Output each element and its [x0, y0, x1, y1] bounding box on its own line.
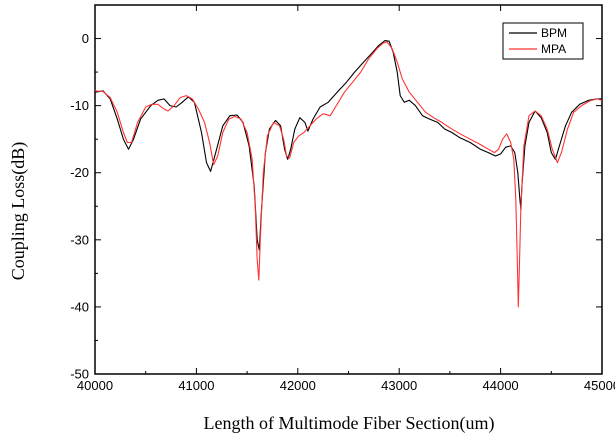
- plot-area: [94, 4, 603, 375]
- y-tick-label: -40: [70, 299, 89, 314]
- y-tick-label: -10: [70, 98, 89, 113]
- x-tick-label: 41000: [178, 378, 214, 393]
- x-tick-label: 42000: [280, 378, 316, 393]
- data-series: [94, 40, 603, 308]
- legend-label-mpa: MPA: [541, 42, 566, 56]
- legend-label-bpm: BPM: [541, 26, 567, 40]
- x-tick-label: 40000: [77, 378, 113, 393]
- x-tick-label: 43000: [381, 378, 417, 393]
- y-tick-label: -30: [70, 232, 89, 247]
- y-tick-label: -50: [70, 367, 89, 382]
- legend: BPM MPA: [502, 22, 584, 60]
- y-tick-label: -20: [70, 165, 89, 180]
- y-axis-title: Coupling Loss(dB): [8, 142, 29, 281]
- series-line-mpa: [94, 41, 603, 308]
- y-tick-label: 0: [82, 31, 89, 46]
- x-tick-label: 44000: [483, 378, 519, 393]
- x-axis-title: Length of Multimode Fiber Section(um): [204, 413, 495, 434]
- legend-box: [502, 22, 584, 60]
